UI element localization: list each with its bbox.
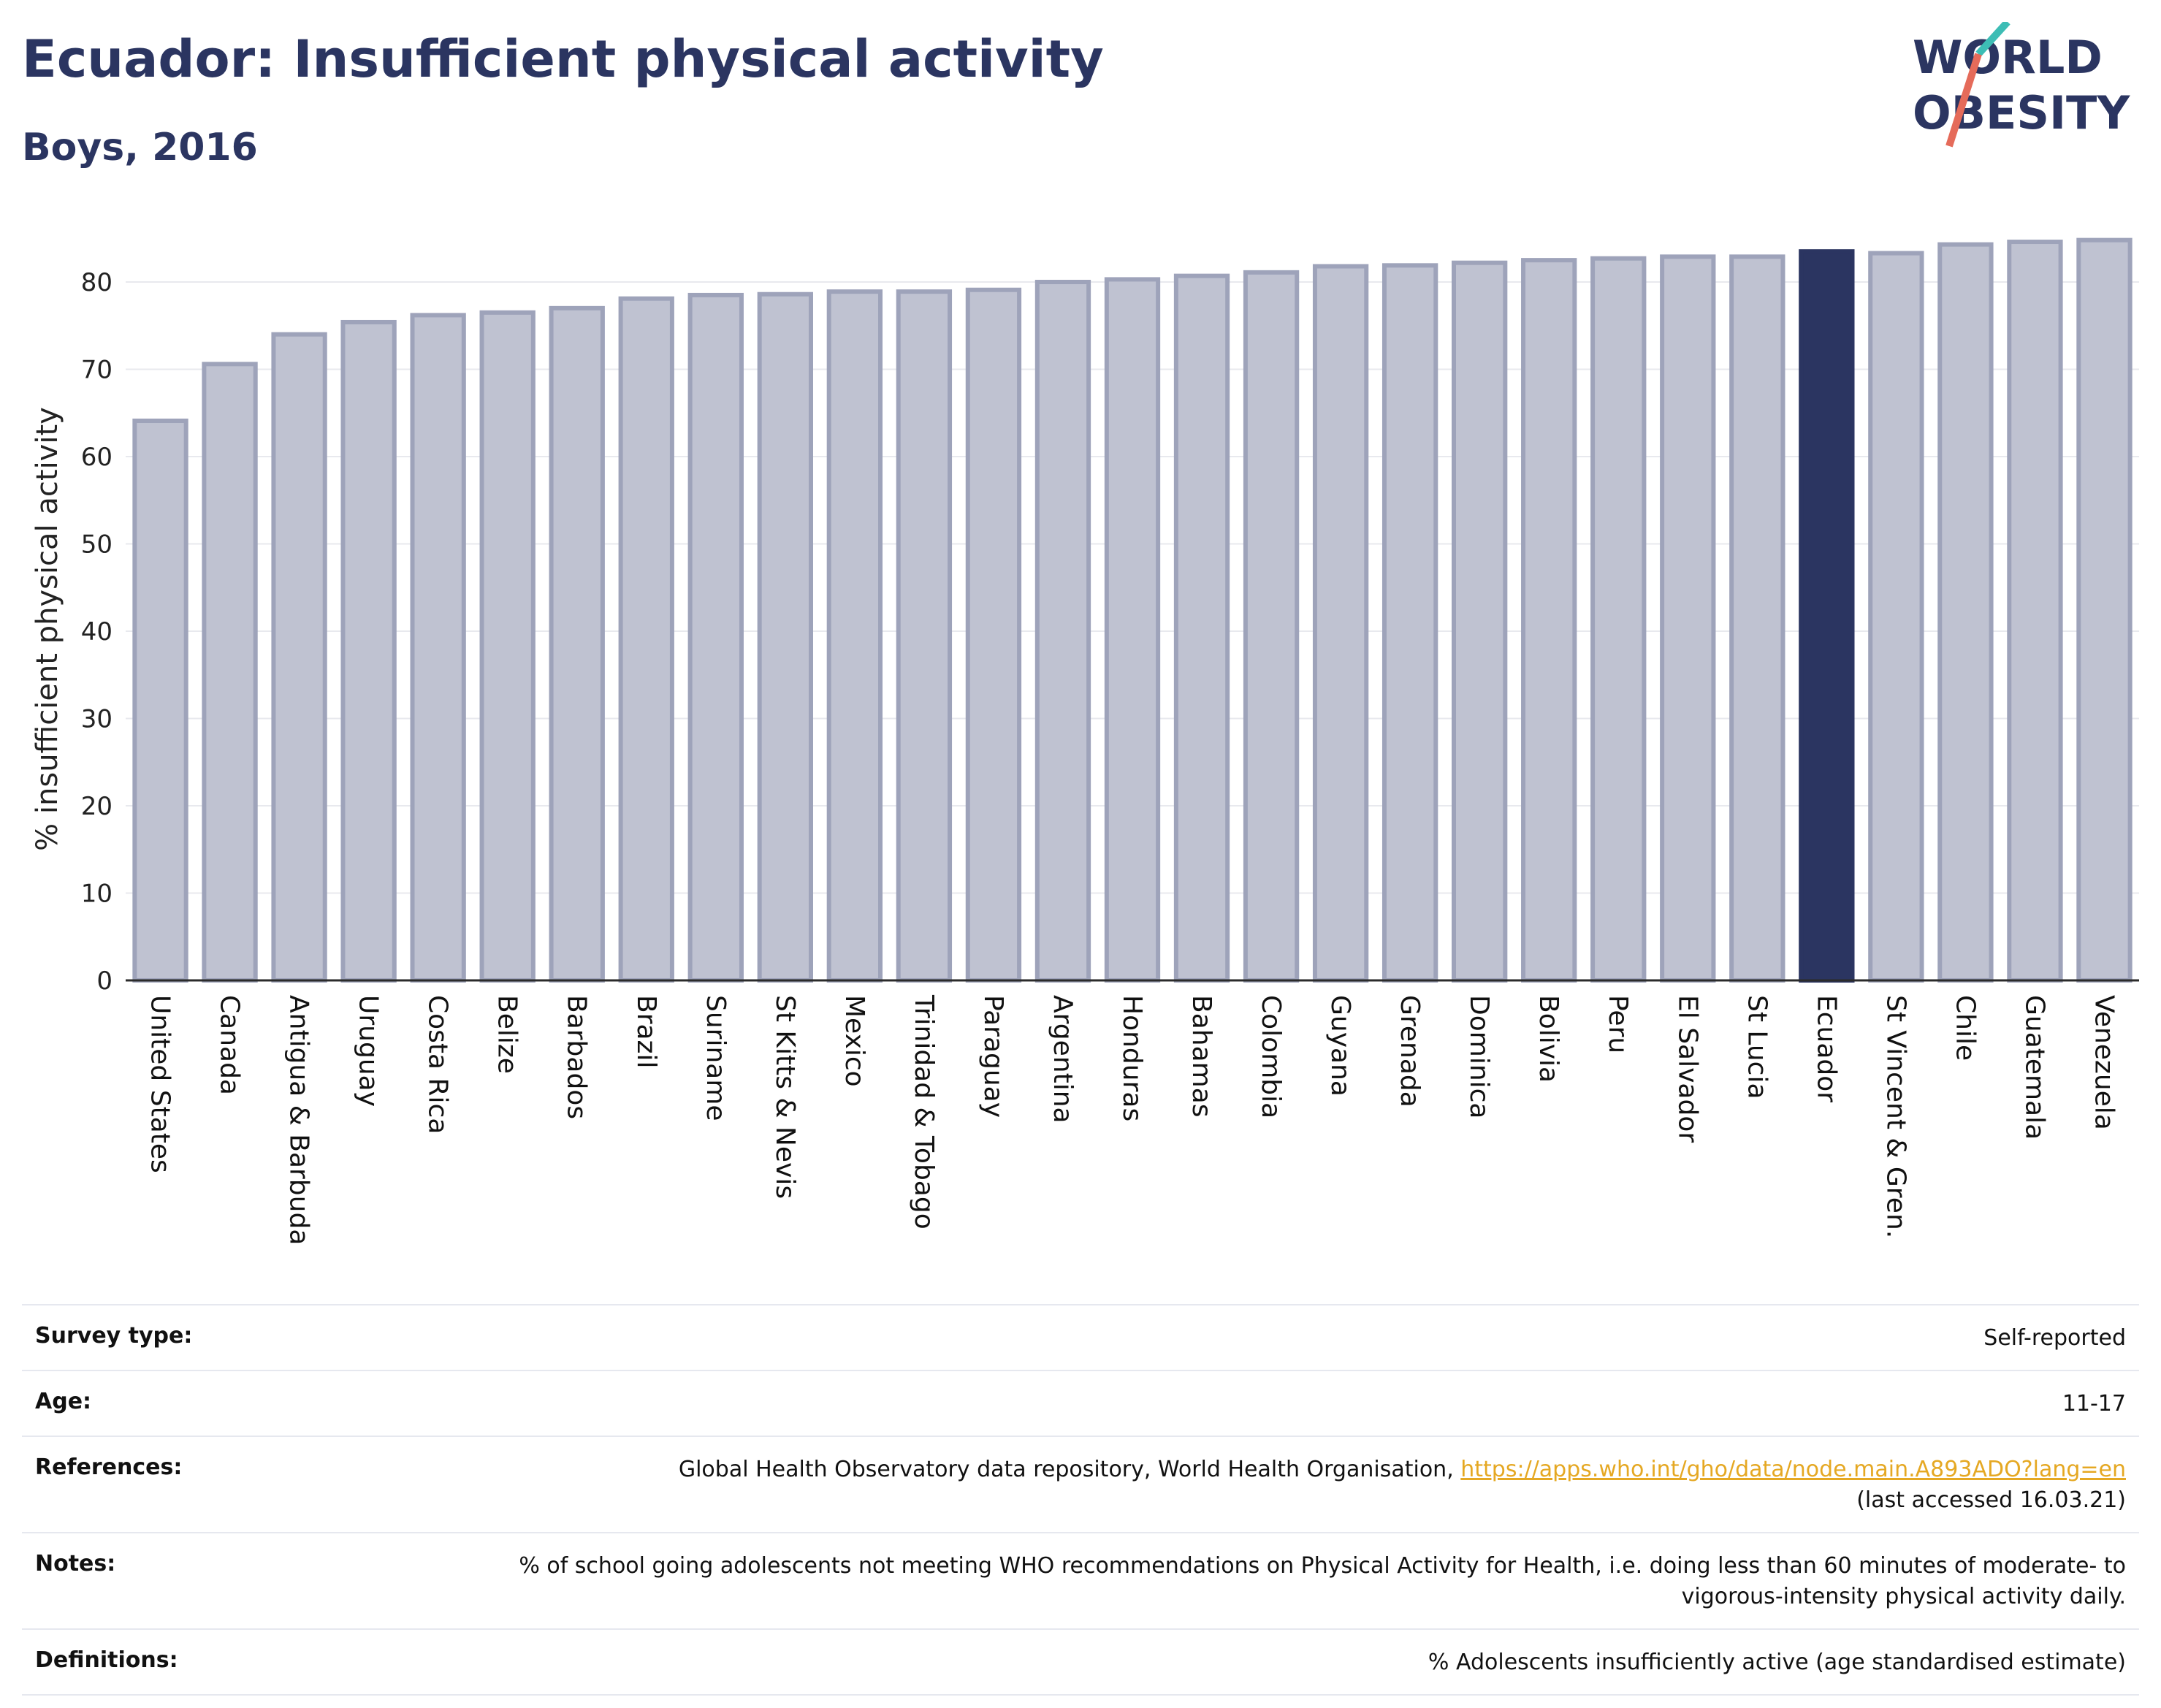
x-tick-label: El Salvador [1672, 995, 1702, 1143]
x-tick-label: Belize [492, 995, 522, 1074]
bar [340, 319, 397, 983]
x-tick-label: St Lucia [1742, 995, 1772, 1099]
bar [1937, 242, 1994, 983]
info-value: Self-reported [1983, 1325, 2126, 1351]
y-tick-label: 70 [81, 356, 113, 385]
bar [1104, 277, 1161, 983]
x-tick-label: Trinidad & Tobago [909, 994, 939, 1229]
x-tick-label: Guatemala [2019, 995, 2049, 1140]
bar [757, 291, 813, 983]
info-value: 11-17 [2062, 1391, 2126, 1417]
x-tick-label: Canada [215, 995, 245, 1095]
info-row: References: Global Health Observatory dat… [22, 1436, 2139, 1532]
bar [1452, 260, 1508, 983]
logo-teal-slash [1975, 22, 2011, 57]
bar [1034, 280, 1091, 983]
x-tick-label: Honduras [1117, 995, 1147, 1121]
logo-line2: OBESITY [1913, 86, 2130, 140]
x-tick-label: Barbados [562, 995, 592, 1119]
bar [1729, 254, 1785, 983]
bar [1243, 270, 1300, 983]
bar [132, 419, 188, 983]
bar [1868, 251, 1924, 983]
info-row: Notes: % of school going adolescents not … [22, 1532, 2139, 1628]
y-axis-title: % insufficient physical activity [31, 407, 64, 851]
bar [687, 292, 744, 983]
x-tick-label: Paraguay [978, 995, 1008, 1118]
x-tick-label: Mexico [839, 995, 869, 1087]
info-value: Global Health Observatory data repositor… [678, 1457, 2126, 1513]
x-tick-label: Chile [1950, 995, 1980, 1061]
x-tick-label: Suriname [701, 995, 731, 1121]
x-tick-label: Brazil [631, 995, 661, 1068]
bar [479, 310, 536, 983]
x-tick-label: Peru [1603, 995, 1633, 1053]
info-label: Definitions: [35, 1647, 178, 1673]
x-tick-label: Uruguay [354, 995, 384, 1107]
logo-coral-slash [1945, 53, 1982, 148]
bar [1799, 249, 1855, 983]
bar [1660, 254, 1716, 983]
reference-link[interactable]: https://apps.who.int/gho/data/node.main.… [1460, 1457, 2126, 1482]
y-tick-label: 10 [81, 880, 113, 909]
x-tick-label: Argentina [1048, 995, 1078, 1124]
logo-line1: WORLD [1913, 31, 2103, 84]
x-tick-label: Antigua & Barbuda [284, 995, 314, 1245]
world-obesity-logo: WORLD OBESITY [1913, 22, 2130, 148]
bar [410, 313, 466, 983]
info-value: % Adolescents insufficiently active (age… [1428, 1650, 2126, 1675]
bar [618, 296, 674, 983]
bar [965, 287, 1022, 983]
bar [896, 289, 953, 983]
y-tick-label: 40 [81, 617, 113, 647]
y-tick-label: 0 [96, 967, 113, 996]
bar [549, 305, 605, 983]
bar [1590, 256, 1647, 983]
y-tick-label: 50 [81, 530, 113, 560]
x-tick-label: Guyana [1325, 995, 1355, 1097]
bar [1381, 263, 1438, 983]
info-table: Survey type: Self-reported Age: 11-17 Refere… [22, 1304, 2139, 1696]
info-label: Survey type: [35, 1323, 193, 1349]
info-label: References: [35, 1455, 183, 1480]
info-value: % of school going adolescents not meetin… [519, 1553, 2126, 1609]
x-tick-label: Grenada [1395, 995, 1425, 1107]
bar [2007, 240, 2063, 983]
y-tick-label: 20 [81, 792, 113, 821]
x-tick-label: Dominica [1464, 995, 1494, 1119]
bar [271, 332, 327, 983]
info-label: Notes: [35, 1551, 116, 1577]
x-tick-label: St Kitts & Nevis [770, 995, 800, 1199]
x-tick-label: St Vincent & Gren. [1880, 995, 1910, 1238]
info-row: Survey type: Self-reported [22, 1304, 2139, 1370]
info-row: Age: 11-17 [22, 1370, 2139, 1436]
bar [1312, 264, 1369, 983]
info-label: Age: [35, 1389, 92, 1414]
bar-chart: 0 10 20 30 40 50 60 70 80 % insufficient physical… [31, 237, 2139, 1245]
page-title: Ecuador: Insufficient physical activity [22, 29, 1104, 89]
y-tick-label: 60 [81, 443, 113, 472]
x-tick-label: United States [145, 995, 175, 1173]
info-row: Definitions: % Adolescents insufficiently… [22, 1628, 2139, 1696]
x-tick-label: Colombia [1256, 995, 1286, 1118]
x-tick-label: Bahamas [1186, 995, 1216, 1118]
x-tick-label: Costa Rica [423, 995, 453, 1134]
bar [202, 362, 258, 983]
x-tick-label: Bolivia [1533, 995, 1563, 1083]
bar [1521, 258, 1577, 983]
bar [826, 289, 883, 983]
bar [2076, 237, 2133, 983]
bar [1173, 273, 1230, 983]
x-tick-label: Ecuador [1811, 995, 1841, 1102]
page-subtitle: Boys, 2016 [22, 126, 258, 169]
y-tick-label: 30 [81, 705, 113, 734]
y-tick-label: 80 [81, 268, 113, 297]
x-tick-label: Venezuela [2089, 995, 2119, 1130]
